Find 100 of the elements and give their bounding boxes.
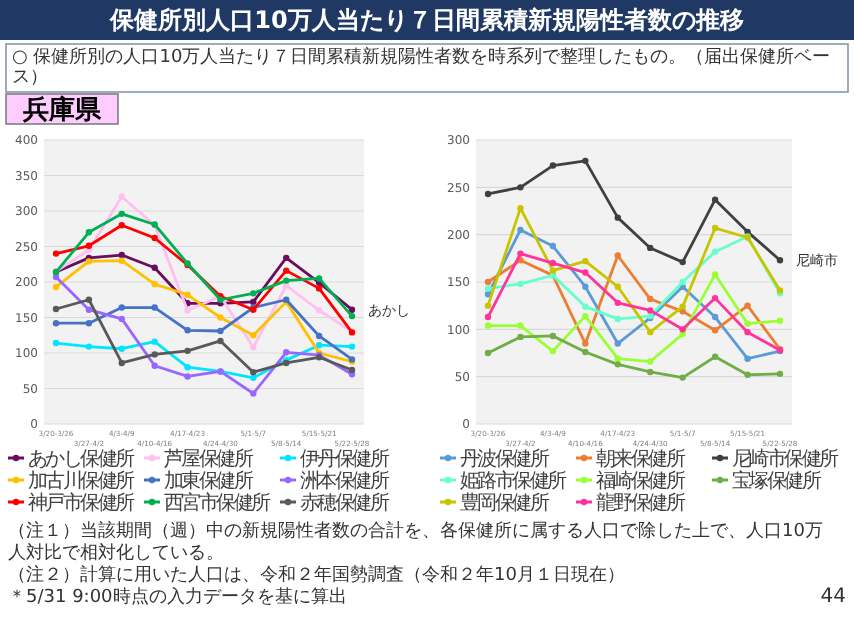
point xyxy=(614,340,621,347)
point xyxy=(484,190,492,198)
legend-label: 伊丹保健所 xyxy=(300,447,390,471)
point xyxy=(250,298,257,306)
point xyxy=(744,328,751,336)
legend-label: 神戸市保健所 xyxy=(28,491,135,515)
point xyxy=(484,278,492,286)
point xyxy=(118,251,125,259)
point xyxy=(283,267,290,274)
point xyxy=(517,204,524,212)
text: ○ 保健所別の人口10万人当たり７日間累積新規陽性者数を時系列で整理したもの。（届出保健所ベース） xyxy=(12,46,831,88)
point xyxy=(549,267,557,274)
point xyxy=(711,294,719,302)
point xyxy=(582,283,589,290)
point xyxy=(549,162,557,169)
point xyxy=(217,337,224,345)
point xyxy=(85,229,93,236)
text: 44 xyxy=(820,586,846,608)
point xyxy=(250,374,257,382)
point xyxy=(647,358,654,365)
text: 兵庫県 xyxy=(21,94,103,127)
point xyxy=(711,313,719,321)
legend-label: 朝来保健所 xyxy=(596,447,686,471)
point xyxy=(217,327,224,335)
point xyxy=(614,361,621,368)
point xyxy=(549,347,557,355)
legend-label: あかし保健所 xyxy=(28,447,135,471)
point xyxy=(711,271,719,278)
point xyxy=(151,280,158,288)
point xyxy=(118,193,125,200)
legend-label: 宝塚保健所 xyxy=(732,469,822,493)
legend-label: 加東保健所 xyxy=(164,469,254,493)
point xyxy=(679,303,686,310)
point xyxy=(679,326,686,333)
point xyxy=(250,332,257,339)
point xyxy=(517,322,524,329)
legend-label: 西宮市保健所 xyxy=(164,491,271,515)
point xyxy=(118,359,125,367)
point xyxy=(647,244,654,252)
point xyxy=(52,339,60,347)
point xyxy=(711,327,719,334)
point xyxy=(549,332,557,340)
point xyxy=(85,319,93,327)
point xyxy=(517,184,524,191)
point xyxy=(484,313,492,321)
point xyxy=(184,373,191,380)
point xyxy=(151,362,158,369)
point xyxy=(679,374,686,381)
point xyxy=(315,332,323,340)
point xyxy=(582,257,589,265)
point xyxy=(711,224,719,232)
point xyxy=(744,371,751,378)
point xyxy=(744,355,751,362)
point xyxy=(151,304,158,311)
point xyxy=(283,254,290,262)
legend-label: 豊岡保健所 xyxy=(460,491,550,515)
point xyxy=(647,328,654,336)
point xyxy=(85,296,93,303)
point xyxy=(52,250,60,257)
point xyxy=(151,338,158,345)
point xyxy=(348,312,356,320)
point xyxy=(614,283,621,290)
point xyxy=(118,315,125,323)
point xyxy=(679,258,686,266)
point xyxy=(184,291,191,298)
point xyxy=(582,269,589,276)
point xyxy=(549,259,557,267)
point xyxy=(151,234,158,242)
point xyxy=(582,340,589,347)
point xyxy=(283,349,290,356)
point xyxy=(582,348,589,356)
legend-label: 芦屋保健所 xyxy=(164,447,254,471)
point xyxy=(52,283,60,291)
point xyxy=(647,295,654,303)
point xyxy=(776,257,784,264)
point xyxy=(315,307,323,314)
text: ＊5/31 9:00時点の入力データを基に算出 xyxy=(8,586,347,608)
point xyxy=(647,307,654,314)
point xyxy=(517,280,524,288)
point xyxy=(711,353,719,360)
point xyxy=(85,306,93,313)
point xyxy=(679,278,686,286)
point xyxy=(582,312,589,320)
point xyxy=(517,333,524,341)
legend-label: 丹波保健所 xyxy=(460,447,550,471)
point xyxy=(744,302,751,309)
text: 保健所別人口10万人当たり７日間累積新規陽性者数の推移 xyxy=(108,6,744,35)
point xyxy=(744,320,751,327)
legend-label: 龍野保健所 xyxy=(596,491,686,515)
point xyxy=(184,307,191,314)
point xyxy=(582,157,589,165)
point xyxy=(118,222,125,229)
point xyxy=(582,303,589,310)
point xyxy=(348,306,356,313)
point xyxy=(250,290,257,297)
point xyxy=(85,242,93,249)
point xyxy=(517,226,524,234)
point xyxy=(283,277,290,284)
point xyxy=(348,343,356,350)
legend-label: 加古川保健所 xyxy=(28,469,135,493)
